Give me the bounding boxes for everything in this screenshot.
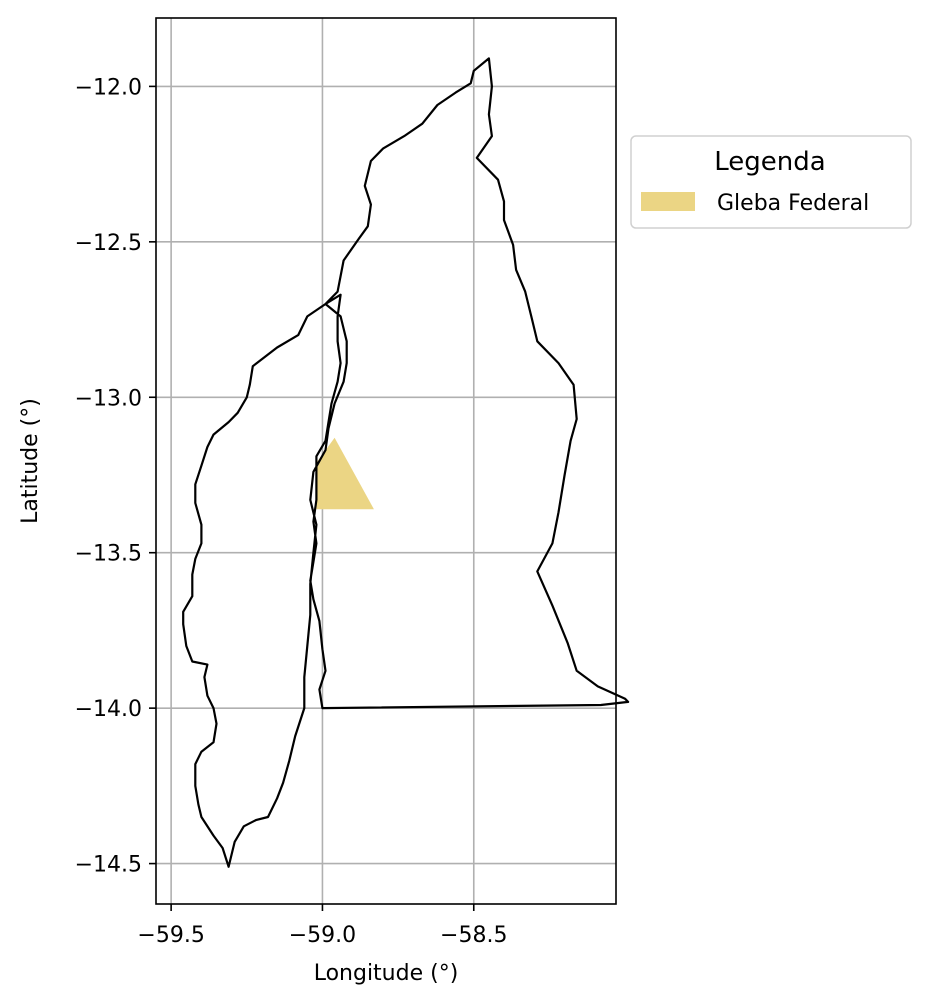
legend-box <box>630 135 912 229</box>
gleba-federal-area <box>316 437 374 510</box>
y-tick-label: −14.5 <box>75 853 142 878</box>
y-tick-label: −13.0 <box>75 386 142 411</box>
x-tick-label: −58.5 <box>440 923 507 948</box>
y-axis-label: Latitude (°) <box>18 398 43 524</box>
x-axis-label: Longitude (°) <box>314 961 459 986</box>
y-tick-label: −12.5 <box>75 231 142 256</box>
x-tick-label: −59.0 <box>289 923 356 948</box>
y-tick-label: −13.5 <box>75 542 142 567</box>
region-boundary <box>182 57 630 868</box>
legend-label-gleba-federal: Gleba Federal <box>717 191 869 216</box>
legend: Legenda Gleba Federal <box>630 135 912 229</box>
legend-title: Legenda <box>714 147 825 177</box>
y-tick-label: −12.0 <box>75 75 142 100</box>
grid-lines <box>156 18 616 904</box>
legend-swatch-gleba-federal <box>641 192 695 211</box>
x-tick-label: −59.5 <box>137 923 204 948</box>
axis-ticks: −59.5 −59.0 −58.5 −12.0 −12.5 −13.0 −13.5 −14.0… <box>75 75 508 948</box>
y-tick-label: −14.0 <box>75 697 142 722</box>
map-layers <box>182 57 630 868</box>
axes-frame <box>155 17 617 905</box>
